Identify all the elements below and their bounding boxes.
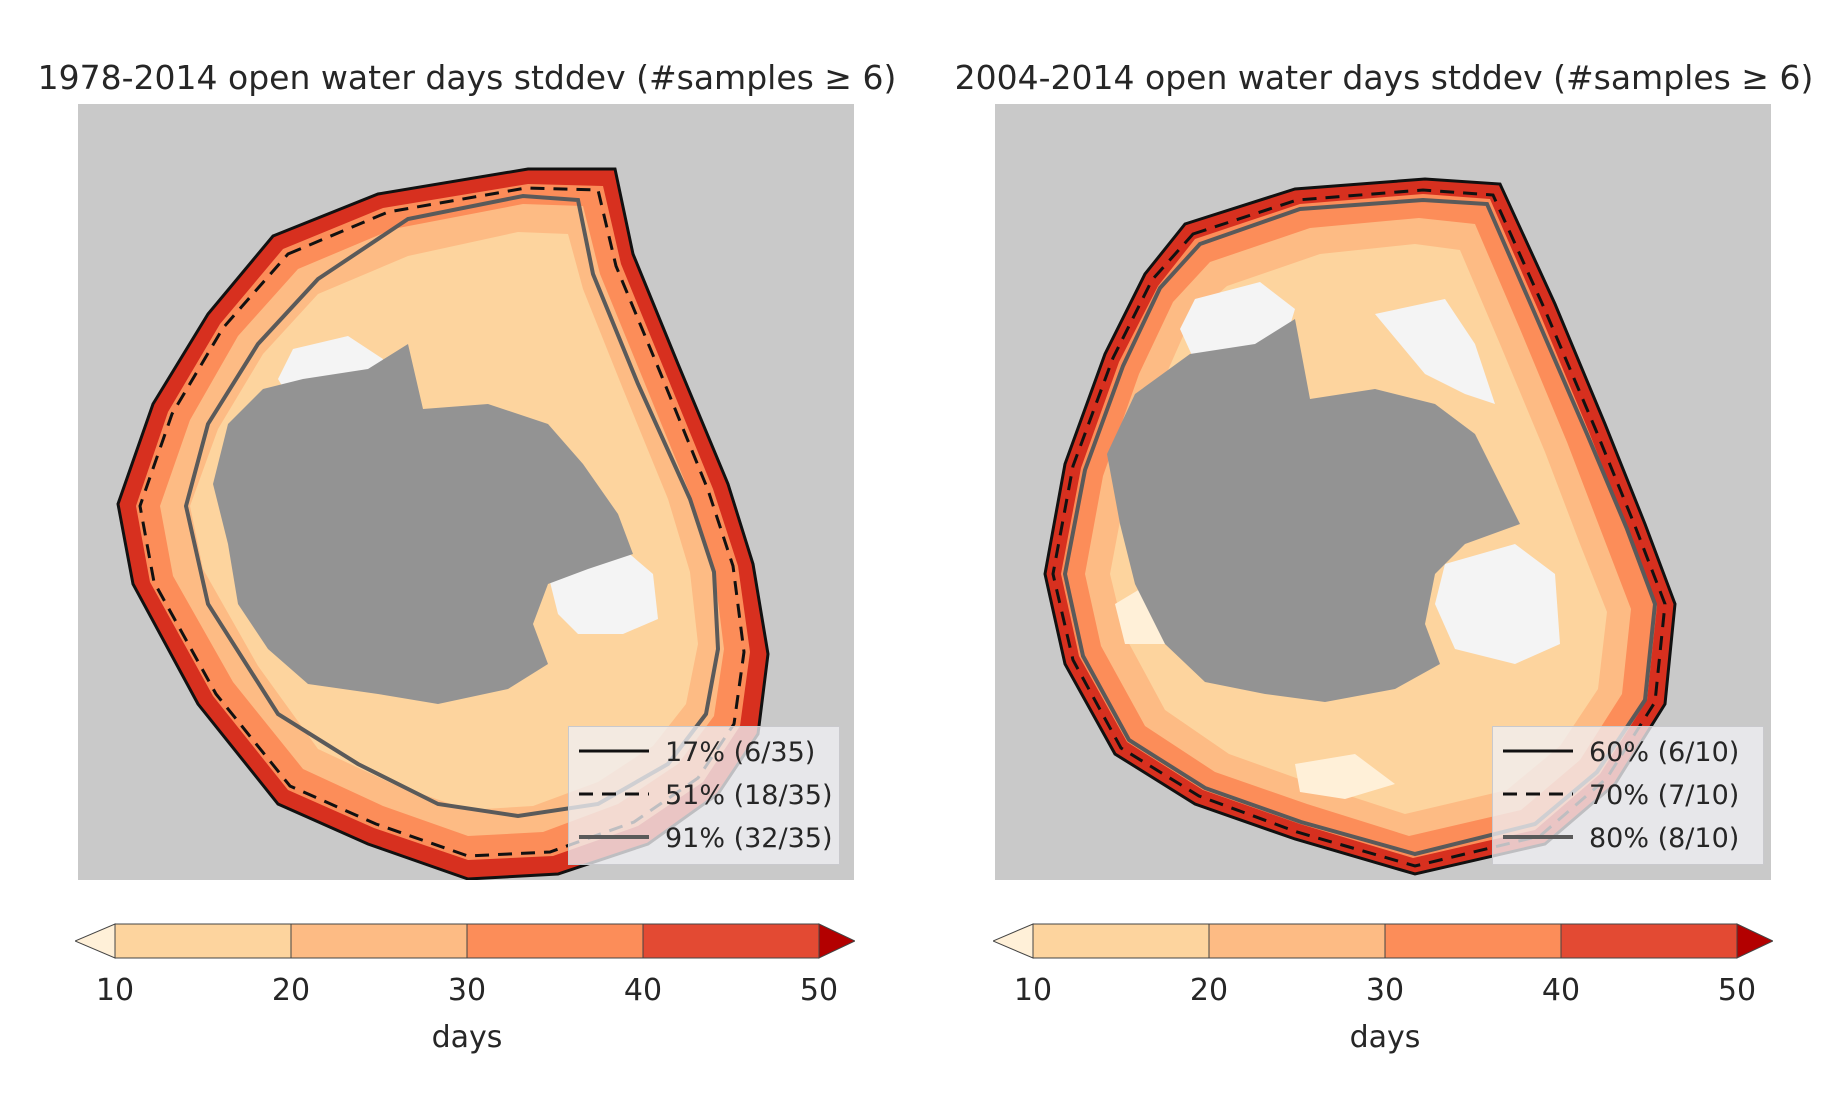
left-colorbar-bin-3: [466, 923, 644, 959]
right-map: [995, 104, 1771, 880]
left-panel-title: 1978-2014 open water days stddev (#sampl…: [37, 58, 897, 97]
right-ice-shelf-amery: [1375, 299, 1495, 404]
left-legend-item-2: 51% (18/35): [569, 776, 839, 816]
left-legend-label-2: 51% (18/35): [665, 780, 833, 811]
left-colorbar: [75, 923, 855, 959]
left-tick-30: 30: [447, 973, 487, 1008]
left-tick-10: 10: [95, 973, 135, 1008]
left-colorbar-label: days: [431, 1020, 503, 1055]
left-antarctica: [213, 344, 633, 704]
right-tick-20: 20: [1189, 973, 1229, 1008]
right-tick-30: 30: [1365, 973, 1405, 1008]
right-tick-40: 40: [1541, 973, 1581, 1008]
right-legend-item-1: 60% (6/10): [1493, 733, 1763, 773]
right-legend-label-3: 80% (8/10): [1589, 823, 1740, 854]
left-colorbar-bin-2: [290, 923, 468, 959]
right-legend: 60% (6/10) 70% (7/10) 80% (8/10): [1492, 726, 1764, 865]
left-legend-swatch-gray: [579, 835, 649, 839]
right-colorbar-over: [1736, 923, 1773, 959]
left-legend-item-1: 17% (6/35): [569, 733, 839, 773]
left-legend-swatch-dashed: [579, 792, 649, 796]
right-ice-shelf-ross: [1435, 544, 1560, 664]
right-legend-label-1: 60% (6/10): [1589, 737, 1740, 768]
right-legend-swatch-gray: [1503, 835, 1573, 839]
right-legend-label-2: 70% (7/10): [1589, 780, 1740, 811]
left-legend-item-3: 91% (32/35): [569, 819, 839, 859]
left-tick-20: 20: [271, 973, 311, 1008]
right-pale-patch-2: [1295, 754, 1395, 799]
right-colorbar-bin-4: [1560, 923, 1738, 959]
right-colorbar-bin-3: [1384, 923, 1562, 959]
right-colorbar-under: [993, 923, 1034, 959]
right-tick-10: 10: [1013, 973, 1053, 1008]
left-tick-50: 50: [799, 973, 839, 1008]
right-colorbar: [993, 923, 1773, 959]
left-legend-label-3: 91% (32/35): [665, 823, 833, 854]
right-contour-70pct: [1051, 188, 1667, 868]
left-colorbar-over: [818, 923, 855, 959]
right-legend-item-2: 70% (7/10): [1493, 776, 1763, 816]
right-tick-50: 50: [1717, 973, 1757, 1008]
right-antarctica: [1107, 319, 1520, 702]
left-legend: 17% (6/35) 51% (18/35) 91% (32/35): [568, 726, 840, 865]
left-tick-40: 40: [623, 973, 663, 1008]
left-colorbar-bin-1: [114, 923, 292, 959]
right-panel-title: 2004-2014 open water days stddev (#sampl…: [954, 58, 1814, 97]
right-colorbar-bin-1: [1032, 923, 1210, 959]
right-legend-item-3: 80% (8/10): [1493, 819, 1763, 859]
right-colorbar-label: days: [1349, 1020, 1421, 1055]
right-colorbar-bin-2: [1208, 923, 1386, 959]
left-colorbar-under: [75, 923, 116, 959]
left-legend-swatch-solid: [579, 749, 649, 753]
left-map: [78, 104, 854, 880]
left-colorbar-bin-4: [642, 923, 820, 959]
right-legend-swatch-dashed: [1503, 792, 1573, 796]
right-legend-swatch-solid: [1503, 749, 1573, 753]
left-legend-label-1: 17% (6/35): [665, 737, 816, 768]
